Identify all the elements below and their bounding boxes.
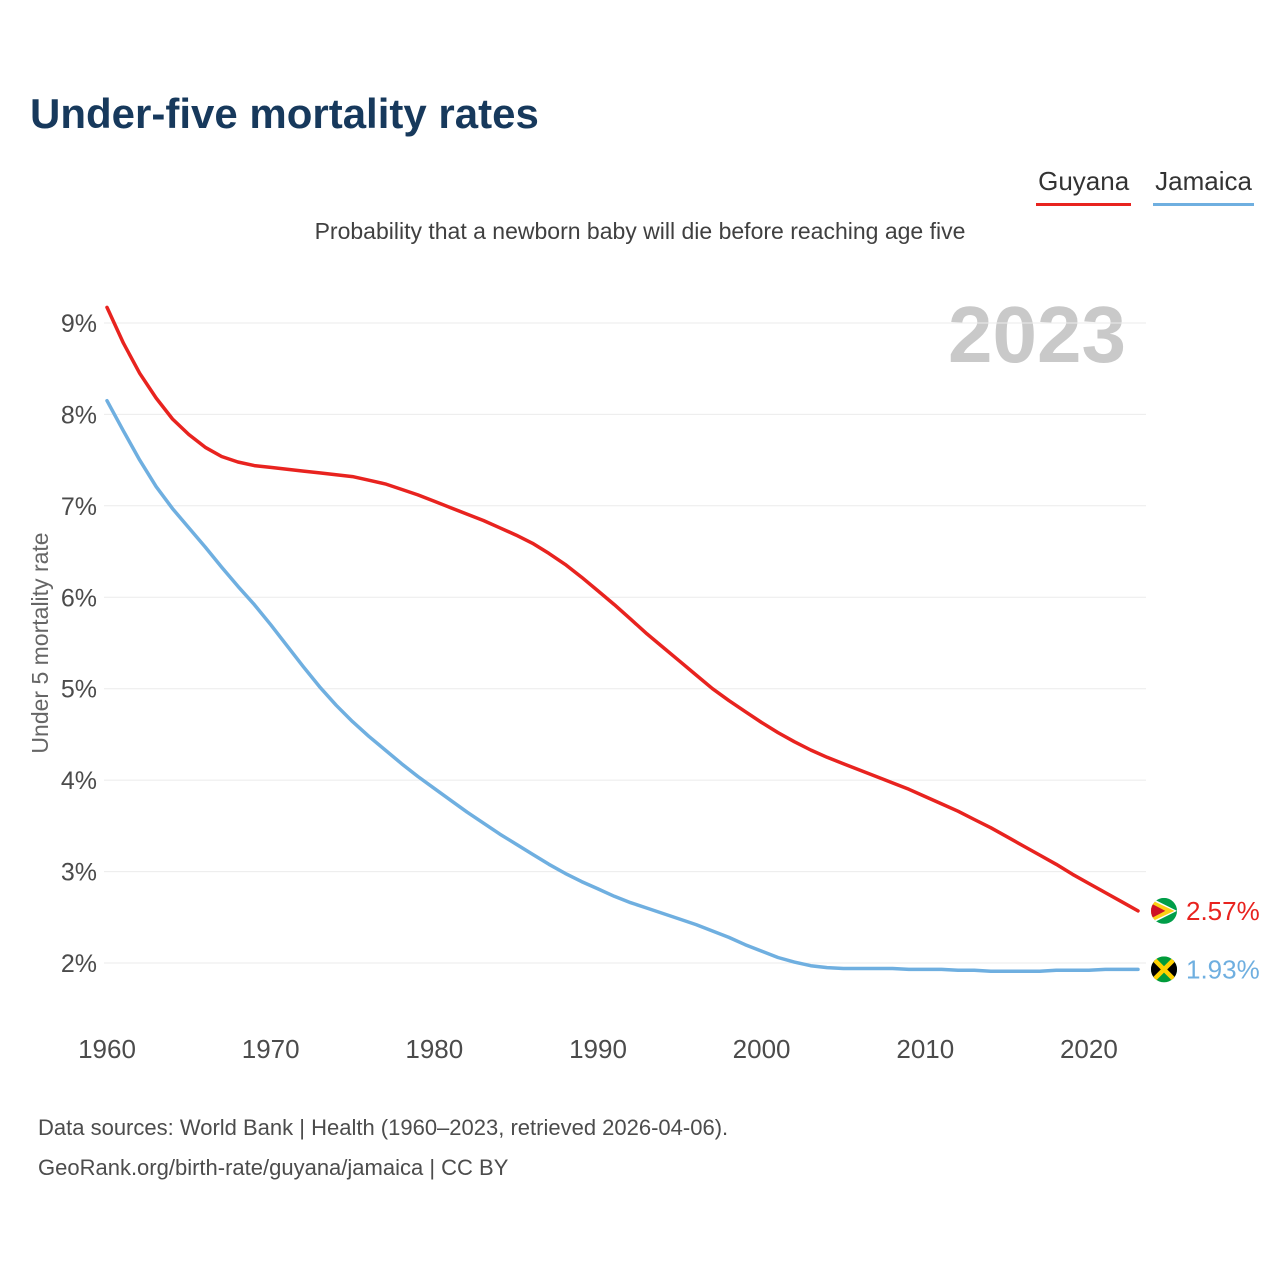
- x-tick-label: 1990: [569, 1034, 627, 1064]
- y-tick-label: 7%: [61, 493, 97, 521]
- chart-subtitle: Probability that a newborn baby will die…: [314, 218, 966, 244]
- flag-icon-jamaica: [1151, 956, 1177, 983]
- y-tick-label: 4%: [61, 767, 97, 795]
- legend-item-jamaica[interactable]: Jamaica: [1153, 166, 1254, 206]
- flag-icon-guyana: [1151, 897, 1177, 924]
- chart-svg: 2023 2% 3% 4% 5% 6% 7% 8% 9% 1960 1970 1980 1990 2000…: [27, 290, 1260, 1064]
- end-value-label-jamaica: 1.93%: [1186, 954, 1260, 984]
- x-tick-label: 2010: [896, 1034, 954, 1064]
- footer: Data sources: World Bank | Health (1960–…: [38, 1108, 728, 1187]
- x-tick-label: 2020: [1060, 1034, 1118, 1064]
- legend: Guyana Jamaica: [1036, 166, 1254, 206]
- y-axis-title: Under 5 mortality rate: [27, 532, 53, 753]
- x-tick-label: 2000: [733, 1034, 791, 1064]
- series-line-guyana: [105, 305, 1140, 913]
- y-tick-label: 5%: [61, 676, 97, 704]
- footer-sources: Data sources: World Bank | Health (1960–…: [38, 1115, 729, 1140]
- x-tick-label: 1960: [78, 1034, 136, 1064]
- x-tick-label: 1970: [242, 1034, 300, 1064]
- page-title: Under-five mortality rates: [30, 90, 539, 137]
- y-tick-label: 2%: [61, 950, 97, 978]
- footer-attribution: GeoRank.org/birth-rate/guyana/jamaica | …: [38, 1154, 509, 1180]
- legend-item-guyana[interactable]: Guyana: [1036, 166, 1132, 206]
- y-tick-label: 3%: [61, 859, 97, 887]
- y-tick-label: 8%: [61, 401, 97, 429]
- y-tick-label: 9%: [61, 310, 97, 338]
- y-tick-label: 6%: [61, 584, 97, 612]
- series-line-jamaica: [105, 398, 1140, 973]
- end-value-label-guyana: 2.57%: [1186, 896, 1260, 926]
- x-tick-label: 1980: [405, 1034, 463, 1064]
- watermark-year: 2023: [948, 290, 1126, 379]
